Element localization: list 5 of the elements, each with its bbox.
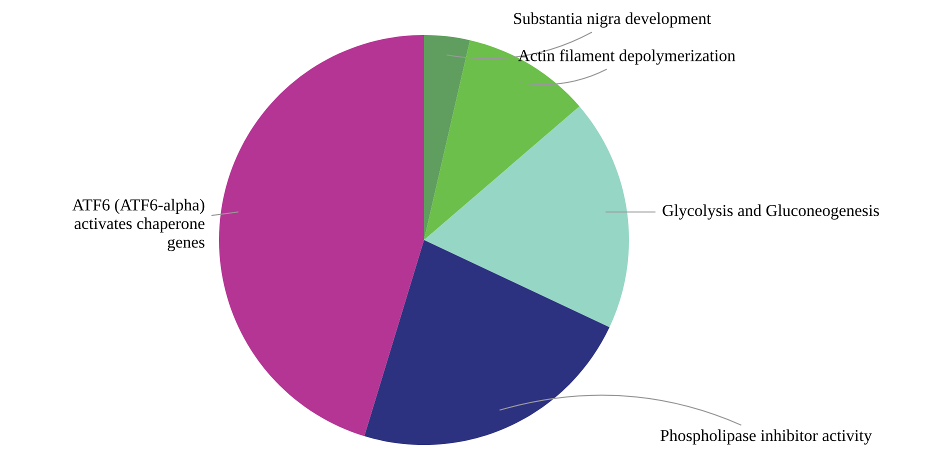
slice-label: ATF6 (ATF6-alpha) activates chaperone genes — [72, 198, 204, 252]
slice-label: Substantia nigra development — [514, 12, 712, 28]
slice-label: Glycolysis and Gluconeogenesis — [662, 204, 879, 220]
slice-label: Actin filament depolymerization — [518, 49, 736, 65]
slice-label: Phospholipase inhibitor activity — [660, 429, 872, 445]
